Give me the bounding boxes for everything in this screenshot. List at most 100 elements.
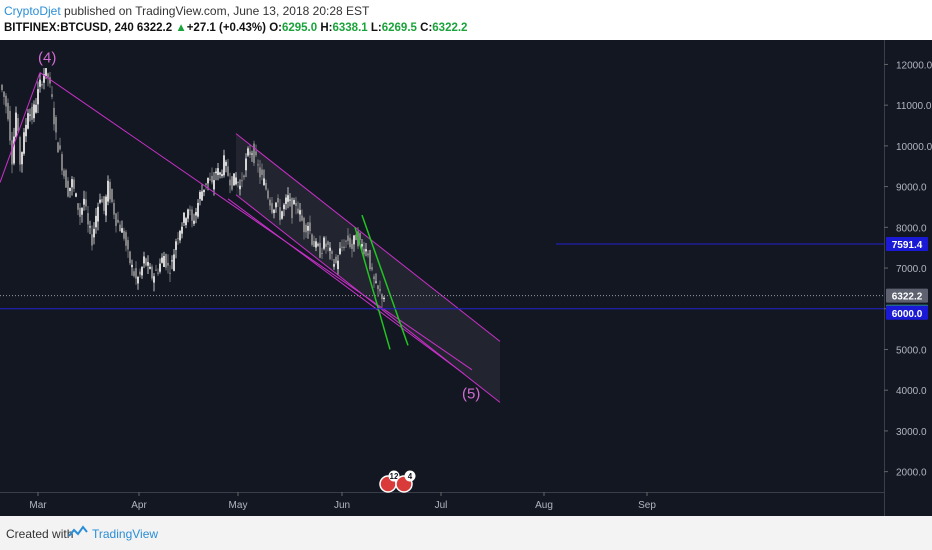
candle-down — [349, 237, 351, 248]
candle-up — [233, 173, 235, 186]
candles — [1, 67, 385, 307]
trend-line[interactable] — [39, 72, 473, 371]
candle-down — [279, 207, 281, 221]
candle-up — [95, 215, 97, 228]
candle-down — [303, 217, 305, 233]
candle-up — [185, 218, 187, 226]
candle-down — [79, 207, 81, 217]
green-trend-line[interactable] — [354, 227, 391, 350]
candle-down — [9, 110, 11, 141]
candle-up — [293, 200, 295, 205]
candle-up — [39, 79, 41, 87]
candle-up — [137, 276, 139, 284]
candle-down — [347, 235, 349, 241]
candle-up — [207, 177, 209, 184]
candle-up — [201, 191, 203, 201]
candle-down — [65, 170, 67, 188]
time-axis[interactable]: Mar Apr May Jun Jul Aug Sep — [29, 492, 656, 511]
candle-up — [131, 264, 133, 268]
candle-down — [301, 215, 303, 221]
candle-up — [183, 212, 185, 223]
candle-up — [171, 260, 173, 262]
price-axis[interactable]: 12000.0 11000.0 10000.0 9000.0 8000.0 7000.0 6… — [884, 60, 932, 479]
change-up-icon: ▲ — [175, 22, 187, 34]
price-tick-label: 4000.0 — [896, 386, 927, 397]
candle-up — [251, 153, 253, 155]
candle-down — [3, 91, 5, 97]
time-tick-label: Jul — [435, 500, 448, 511]
candle-up — [383, 297, 385, 300]
last-price-tag-bg — [886, 288, 928, 303]
candle-down — [305, 224, 307, 233]
candle-down — [101, 199, 103, 203]
candle-up — [21, 152, 23, 165]
candle-down — [151, 266, 153, 279]
candle-up — [217, 168, 219, 176]
drawings[interactable] — [0, 72, 884, 403]
event-count-badge — [388, 470, 400, 482]
trend-line[interactable] — [0, 72, 41, 183]
candle-down — [209, 179, 211, 181]
candle-down — [109, 181, 111, 200]
candle-down — [19, 137, 21, 165]
candle-up — [299, 210, 301, 215]
price-chart[interactable]: 12000.0 11000.0 10000.0 9000.0 8000.0 7000.0 6… — [0, 40, 932, 516]
candle-up — [69, 187, 71, 191]
price-tick-label: 7000.0 — [896, 264, 927, 275]
tradingview-link[interactable]: TradingView — [92, 527, 159, 541]
candle-down — [7, 102, 9, 120]
event-count: 4 — [408, 472, 413, 481]
candle-down — [261, 169, 263, 175]
candle-down — [371, 267, 373, 270]
candle-down — [125, 232, 127, 246]
candle-up — [339, 248, 341, 254]
candle-down — [139, 271, 141, 275]
candle-up — [323, 237, 325, 249]
candle-down — [113, 203, 115, 215]
candle-down — [271, 203, 273, 213]
green-trend-line[interactable] — [361, 214, 409, 346]
candle-up — [317, 244, 319, 246]
candle-down — [169, 272, 171, 274]
candle-up — [219, 172, 221, 175]
candle-up — [43, 74, 45, 83]
candle-down — [167, 262, 169, 266]
candle-down — [17, 117, 19, 131]
candle-up — [221, 174, 223, 177]
author-link[interactable]: CryptoDjet — [4, 4, 61, 18]
candle-down — [257, 164, 259, 166]
price-tick-label: 11000.0 — [896, 101, 932, 112]
candle-down — [57, 142, 59, 153]
price-tick-label: 8000.0 — [896, 223, 927, 234]
candle-up — [203, 189, 205, 193]
high-value: 6338.1 — [332, 22, 368, 34]
candle-down — [309, 222, 311, 232]
candle-down — [115, 213, 117, 226]
candle-up — [235, 177, 237, 185]
resistance-price-tag: 7591.4 — [892, 240, 923, 251]
candle-up — [213, 180, 215, 190]
candle-up — [149, 266, 151, 269]
event-count-badge — [404, 470, 416, 482]
candle-down — [189, 209, 191, 211]
candle-down — [191, 209, 193, 221]
candle-down — [343, 246, 345, 249]
chart-area[interactable]: 12000.0 11000.0 10000.0 9000.0 8000.0 7000.0 6… — [0, 40, 932, 516]
candle-up — [337, 260, 339, 270]
trend-line[interactable] — [235, 133, 501, 342]
candle-down — [61, 154, 63, 171]
candle-down — [133, 271, 135, 277]
candle-up — [289, 199, 291, 201]
price-tick-label: 9000.0 — [896, 183, 927, 194]
trend-line[interactable] — [227, 198, 465, 375]
candle-down — [129, 251, 131, 264]
close-label: C: — [420, 22, 433, 34]
candle-down — [211, 175, 213, 183]
candle-up — [315, 241, 317, 248]
candle-down — [51, 94, 53, 97]
candle-up — [161, 257, 163, 263]
tradingview-logo-icon[interactable] — [68, 524, 88, 540]
candle-up — [93, 228, 95, 238]
time-tick-label: Jun — [334, 500, 350, 511]
candle-down — [77, 203, 79, 210]
